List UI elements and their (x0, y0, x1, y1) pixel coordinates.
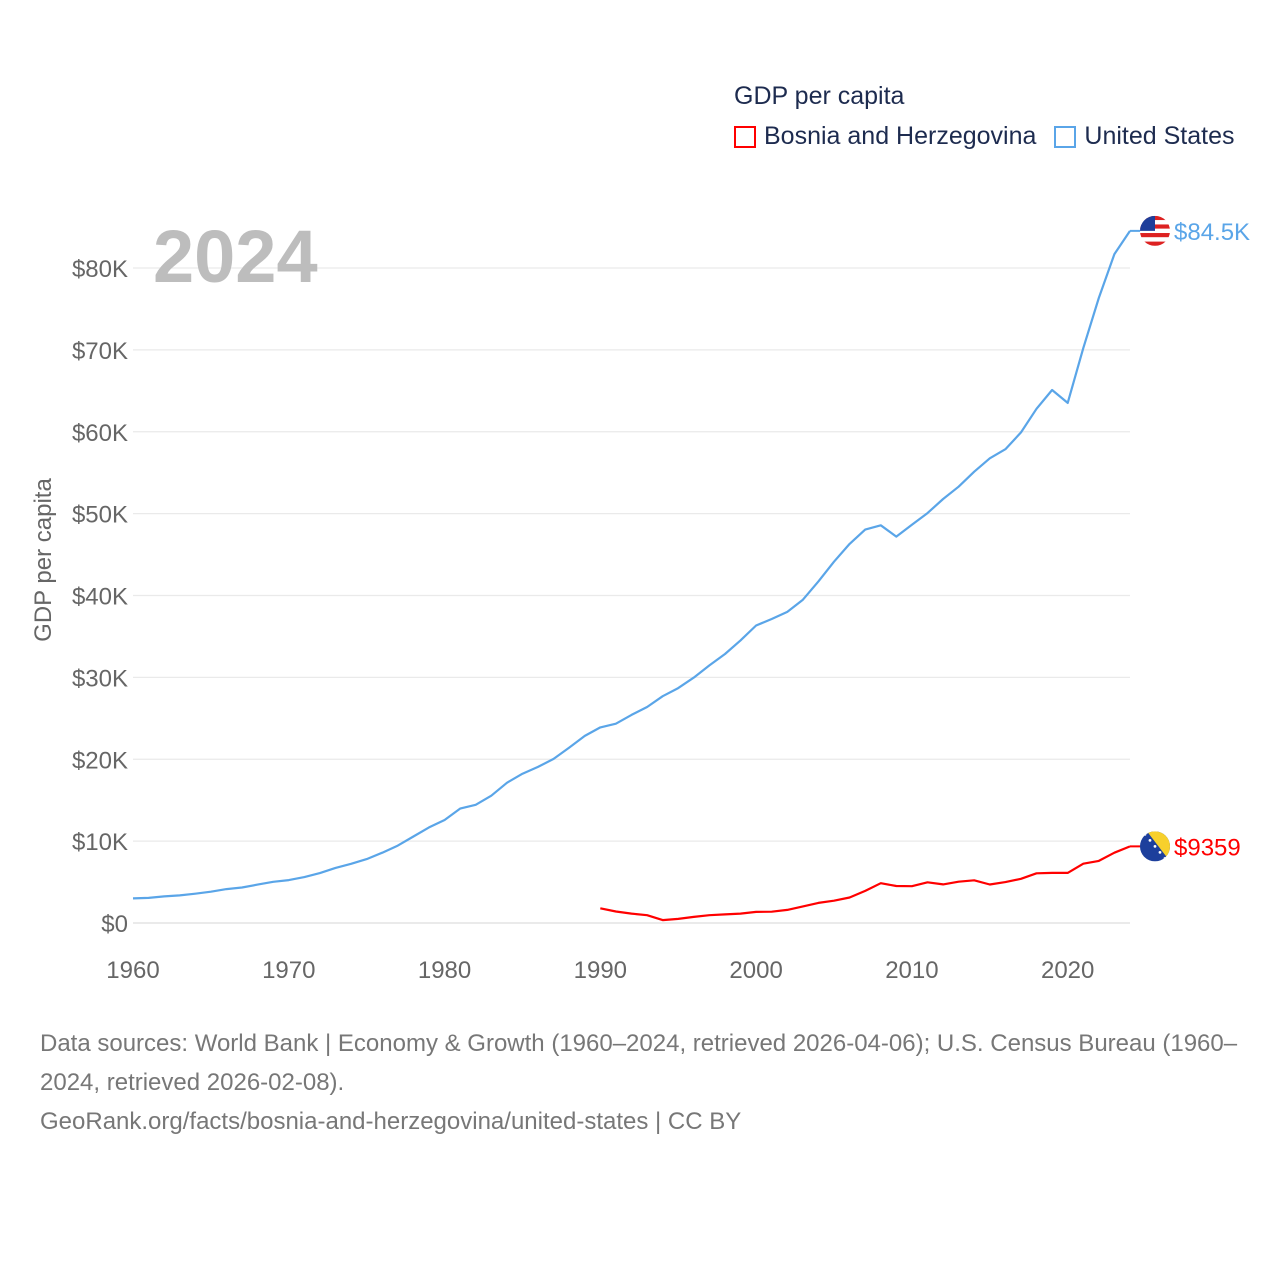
source-note: Data sources: World Bank | Economy & Gro… (40, 1024, 1240, 1141)
us-flag-icon (1140, 215, 1170, 246)
x-tick-label: 1990 (574, 957, 627, 984)
legend-item-us[interactable]: United States (1054, 122, 1235, 151)
x-tick-label: 1980 (418, 957, 471, 984)
x-tick-label: 2020 (1041, 957, 1094, 984)
end-value-label: $84.5K (1174, 219, 1250, 246)
y-tick-label: $40K (72, 584, 128, 611)
series-line-bosnia (600, 845, 1131, 922)
y-tick-label: $60K (72, 420, 128, 447)
source-line-2[interactable]: GeoRank.org/facts/bosnia-and-herzegovina… (40, 1108, 742, 1135)
y-tick-label: $20K (72, 747, 128, 774)
x-tick-label: 2000 (729, 957, 782, 984)
bosnia-flag-icon (1140, 831, 1170, 862)
x-tick-label: 1960 (106, 957, 159, 984)
x-tick-label: 2010 (885, 957, 938, 984)
y-tick-label: $80K (72, 256, 128, 283)
source-line-1: Data sources: World Bank | Economy & Gro… (40, 1030, 1238, 1096)
y-tick-label: $30K (72, 665, 128, 692)
y-tick-label: $0 (101, 911, 128, 938)
x-tick-label: 1970 (262, 957, 315, 984)
end-value-label: $9359 (1174, 834, 1241, 861)
y-tick-label: $70K (72, 338, 128, 365)
legend-title: GDP per capita (734, 82, 905, 110)
legend-label-bosnia: Bosnia and Herzegovina (764, 122, 1037, 150)
legend: Bosnia and Herzegovina United States (734, 122, 1253, 151)
y-tick-label: $10K (72, 829, 128, 856)
legend-swatch-us (1054, 125, 1077, 148)
legend-label-us: United States (1084, 122, 1235, 150)
legend-swatch-bosnia (734, 125, 756, 148)
legend-item-bosnia[interactable]: Bosnia and Herzegovina (734, 122, 1036, 151)
series-line-us (132, 230, 1131, 900)
year-watermark: 2024 (153, 215, 318, 298)
y-axis-label: GDP per capita (30, 478, 57, 642)
y-tick-label: $50K (72, 502, 128, 529)
